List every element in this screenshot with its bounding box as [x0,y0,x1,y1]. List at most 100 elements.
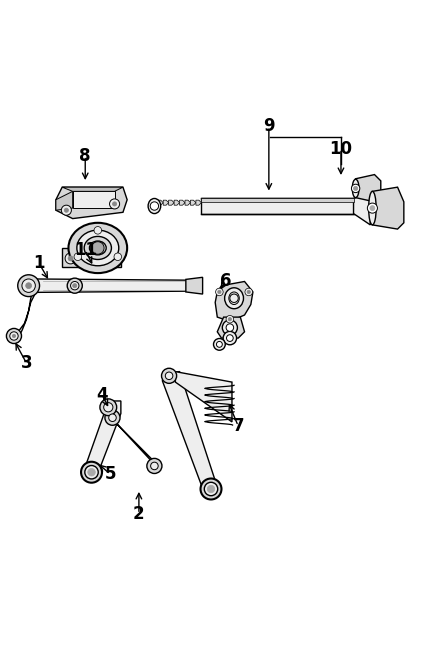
Circle shape [110,199,119,209]
Polygon shape [179,200,185,205]
Text: 11: 11 [74,241,97,259]
Circle shape [227,335,233,341]
Circle shape [207,485,215,493]
Ellipse shape [77,230,119,266]
Circle shape [12,335,16,338]
Polygon shape [108,415,160,470]
Circle shape [111,255,116,260]
Circle shape [228,318,232,321]
Polygon shape [152,200,158,205]
Circle shape [247,290,250,294]
Circle shape [150,202,159,210]
Circle shape [151,462,158,470]
Text: 3: 3 [21,354,32,372]
Polygon shape [85,401,121,477]
Circle shape [18,275,40,297]
Circle shape [216,341,222,347]
Circle shape [370,206,375,211]
Circle shape [73,284,77,288]
Circle shape [68,256,73,261]
Ellipse shape [68,223,127,273]
Ellipse shape [89,241,106,255]
Ellipse shape [84,236,111,260]
Polygon shape [372,187,404,229]
Circle shape [22,279,35,292]
Polygon shape [201,199,354,214]
Circle shape [26,283,32,288]
Circle shape [88,469,95,476]
Circle shape [61,205,71,215]
Text: 4: 4 [96,385,108,404]
Circle shape [113,202,116,206]
Text: 8: 8 [79,146,91,165]
Polygon shape [56,187,127,219]
Circle shape [81,462,102,482]
Ellipse shape [148,199,161,214]
Circle shape [222,320,238,335]
Polygon shape [356,174,381,202]
Text: 1: 1 [33,255,45,273]
Polygon shape [62,248,121,267]
Text: 2: 2 [133,505,145,523]
Text: 10: 10 [330,139,352,158]
Circle shape [105,410,120,425]
Circle shape [223,331,237,345]
Polygon shape [174,200,179,205]
Circle shape [226,324,234,331]
Circle shape [85,465,98,479]
Polygon shape [163,200,169,205]
Polygon shape [56,191,73,210]
Polygon shape [62,187,123,191]
Text: 7: 7 [233,417,244,435]
Circle shape [165,372,173,380]
Circle shape [6,329,22,344]
Ellipse shape [369,191,376,225]
Text: 9: 9 [263,117,275,135]
Circle shape [70,281,79,290]
Circle shape [108,252,119,262]
Circle shape [245,288,252,296]
Circle shape [230,294,238,303]
Polygon shape [185,200,190,205]
Circle shape [147,458,162,473]
Ellipse shape [229,292,239,305]
Polygon shape [190,200,196,205]
Circle shape [214,339,225,350]
Text: 5: 5 [105,465,116,483]
Circle shape [200,478,222,499]
Polygon shape [10,292,35,338]
Circle shape [10,332,18,340]
Circle shape [65,253,76,264]
Circle shape [109,414,116,421]
Circle shape [92,242,104,255]
Polygon shape [201,199,354,202]
Ellipse shape [352,179,359,198]
Circle shape [67,278,82,293]
Polygon shape [162,372,217,494]
Polygon shape [73,191,115,208]
Circle shape [204,482,218,495]
Circle shape [100,399,116,415]
Polygon shape [158,200,163,205]
Text: 6: 6 [220,271,231,290]
Circle shape [74,253,81,260]
Polygon shape [169,200,174,205]
Polygon shape [354,191,370,225]
Polygon shape [35,279,194,292]
Circle shape [352,184,360,193]
Circle shape [94,227,102,234]
Ellipse shape [225,288,243,309]
Polygon shape [176,372,232,422]
Polygon shape [217,317,244,338]
Circle shape [104,402,113,412]
Polygon shape [196,200,201,205]
Circle shape [218,290,221,294]
Circle shape [114,253,122,260]
Circle shape [216,288,223,296]
Polygon shape [186,277,203,294]
Polygon shape [215,281,253,322]
Circle shape [64,208,68,212]
Circle shape [354,186,358,191]
Circle shape [368,203,377,213]
Circle shape [162,368,177,383]
